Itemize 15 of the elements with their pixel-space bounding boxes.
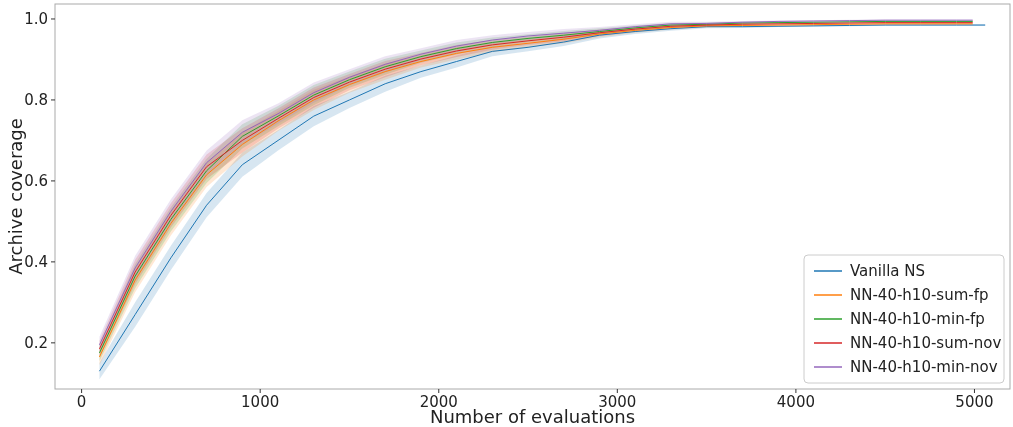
x-tick-label: 0 [76,393,87,411]
y-tick-label: 0.8 [24,91,48,110]
legend-label: NN-40-h10-sum-nov [850,334,1002,353]
y-tick-label: 0.2 [24,334,48,353]
y-tick-label: 0.4 [24,253,48,272]
x-tick-label: 4000 [776,393,815,411]
x-tick-label: 5000 [955,393,994,411]
y-axis-title: Archive coverage [5,118,26,275]
y-tick-label: 0.6 [24,172,48,191]
legend-label: NN-40-h10-sum-fp [850,286,989,305]
x-tick-label: 1000 [241,393,280,411]
legend-label: NN-40-h10-min-nov [850,358,998,377]
legend-label: NN-40-h10-min-fp [850,310,985,329]
y-tick-label: 1.0 [24,10,48,29]
legend-label: Vanilla NS [850,262,925,281]
